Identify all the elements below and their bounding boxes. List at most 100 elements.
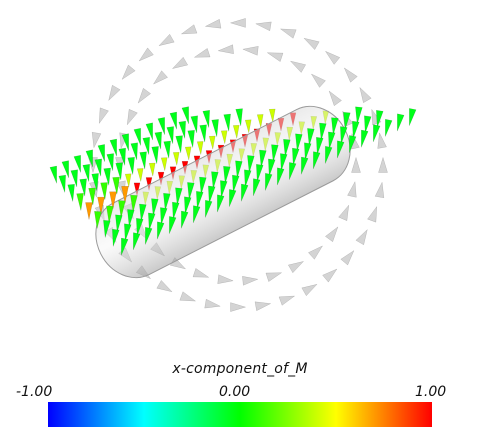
field-arrow (112, 176, 120, 195)
field-arrow (94, 211, 102, 229)
field-arrow (139, 203, 147, 222)
field-arrow (136, 218, 144, 236)
field-arrow (145, 122, 153, 141)
helix-arrow (156, 280, 173, 293)
field-arrow (268, 158, 276, 177)
colorbar-gradient (48, 402, 432, 427)
field-arrow (133, 127, 141, 146)
helix-arrow (279, 28, 297, 39)
field-arrow (106, 205, 114, 224)
field-arrow (169, 111, 177, 130)
field-arrow (256, 164, 264, 182)
field-arrow (151, 146, 159, 164)
helix-arrow (192, 268, 210, 278)
field-arrow (103, 167, 111, 186)
colorbar-min-label: -1.00 (16, 384, 53, 400)
field-arrow (109, 138, 117, 157)
field-arrow (409, 108, 417, 126)
helix-arrow (278, 295, 296, 306)
field-arrow (211, 119, 219, 137)
field-arrow (208, 135, 216, 150)
field-arrow (94, 158, 102, 177)
colorbar-title: x-component_of_M (172, 361, 308, 377)
field-arrow (196, 141, 204, 155)
helix-arrow (137, 87, 151, 104)
field-arrow (265, 172, 273, 191)
3d-viewport[interactable] (0, 0, 480, 358)
field-arrow (124, 223, 132, 242)
helix-arrow (322, 268, 338, 283)
helix-arrow (255, 21, 272, 32)
helix-arrow (230, 302, 247, 312)
helix-arrow (180, 24, 198, 35)
field-arrow (235, 160, 243, 179)
field-arrow (76, 193, 84, 211)
field-arrow (106, 153, 114, 171)
field-arrow (229, 189, 237, 207)
helix-arrow (265, 272, 283, 282)
field-arrow (73, 154, 81, 173)
field-arrow (361, 129, 369, 148)
helix-arrow (338, 204, 350, 221)
field-arrow (319, 122, 327, 141)
helix-arrow (217, 274, 234, 284)
field-arrow (97, 144, 105, 162)
field-arrow (256, 114, 264, 128)
field-arrow (184, 196, 192, 215)
field-arrow (145, 226, 153, 245)
helix-arrow (340, 250, 355, 266)
field-arrow (127, 156, 135, 175)
field-arrow (148, 212, 156, 231)
field-arrow (118, 147, 126, 166)
field-arrow (232, 174, 240, 193)
helix-arrow (343, 67, 358, 83)
field-arrow (208, 185, 216, 204)
field-arrow (121, 237, 129, 256)
helix-arrow (229, 18, 246, 28)
field-arrow (202, 110, 210, 128)
field-arrow (259, 149, 267, 168)
field-arrow (283, 138, 291, 157)
field-arrow (133, 182, 141, 196)
field-arrow (67, 183, 75, 202)
field-arrow (115, 214, 123, 233)
field-arrow (166, 126, 174, 144)
helix-arrow (347, 181, 357, 198)
field-arrow (199, 124, 207, 143)
helix-arrow (351, 156, 361, 173)
field-arrow (220, 130, 228, 144)
field-arrow (343, 111, 351, 130)
field-arrow (247, 155, 255, 173)
field-arrow (364, 115, 372, 134)
field-arrow (289, 162, 297, 180)
field-arrow (280, 153, 288, 171)
field-arrow (97, 196, 105, 215)
field-arrow (373, 124, 381, 142)
helix-arrow (328, 90, 342, 107)
field-arrow (115, 162, 123, 180)
field-arrow (142, 137, 150, 155)
helix-arrow (287, 261, 305, 274)
field-arrow (148, 162, 156, 177)
helix-arrow (108, 84, 121, 102)
field-arrow (352, 120, 360, 139)
field-arrow (271, 144, 279, 162)
field-arrow (187, 182, 195, 200)
field-arrow (331, 117, 339, 135)
field-arrow (157, 221, 165, 240)
field-arrow (85, 202, 93, 220)
field-arrow (181, 106, 189, 124)
field-arrow (211, 171, 219, 189)
field-arrow (103, 219, 111, 238)
field-arrow (376, 110, 384, 128)
helix-arrow (158, 33, 175, 47)
field-arrow (217, 194, 225, 213)
field-arrow (49, 165, 57, 184)
field-arrow (100, 182, 108, 200)
field-arrow (337, 140, 345, 159)
field-arrow (235, 108, 243, 126)
field-arrow (109, 191, 117, 209)
field-arrow (220, 180, 228, 198)
field-arrow (196, 191, 204, 209)
field-arrow (118, 200, 126, 218)
